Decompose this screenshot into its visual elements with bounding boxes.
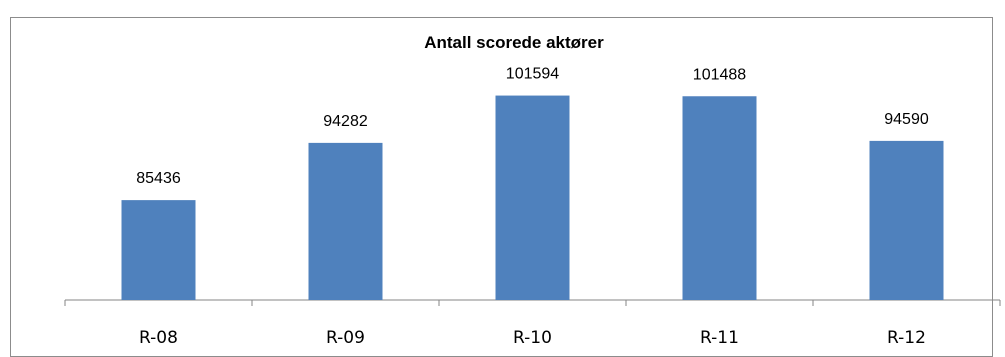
- x-tick-label-r-12: R-12: [887, 328, 926, 343]
- bar-r-09: [308, 142, 383, 300]
- data-label-r-11: 101488: [693, 66, 746, 83]
- bar-chart: Antall scorede aktører 85436 94282 101594 1…: [64, 33, 1001, 343]
- x-tick-label-r-11: R-11: [700, 328, 739, 343]
- bar-series: [121, 95, 944, 300]
- data-label-r-08: 85436: [136, 170, 181, 187]
- x-axis: [64, 299, 1001, 306]
- data-label-r-09: 94282: [323, 113, 368, 130]
- bar-r-08: [121, 200, 196, 300]
- chart-title: Antall scorede aktører: [424, 33, 604, 52]
- data-labels: 85436 94282 101594 101488 94590: [136, 66, 929, 188]
- x-tick-label-r-08: R-08: [139, 328, 178, 343]
- data-label-r-12: 94590: [884, 111, 929, 128]
- data-label-r-10: 101594: [506, 66, 559, 83]
- bar-r-10: [495, 95, 570, 300]
- bar-r-11: [682, 96, 757, 300]
- x-tick-labels: R-08 R-09 R-10 R-11 R-12: [139, 328, 926, 343]
- x-tick-label-r-09: R-09: [326, 328, 365, 343]
- bar-r-12: [869, 140, 944, 300]
- x-tick-label-r-10: R-10: [513, 328, 552, 343]
